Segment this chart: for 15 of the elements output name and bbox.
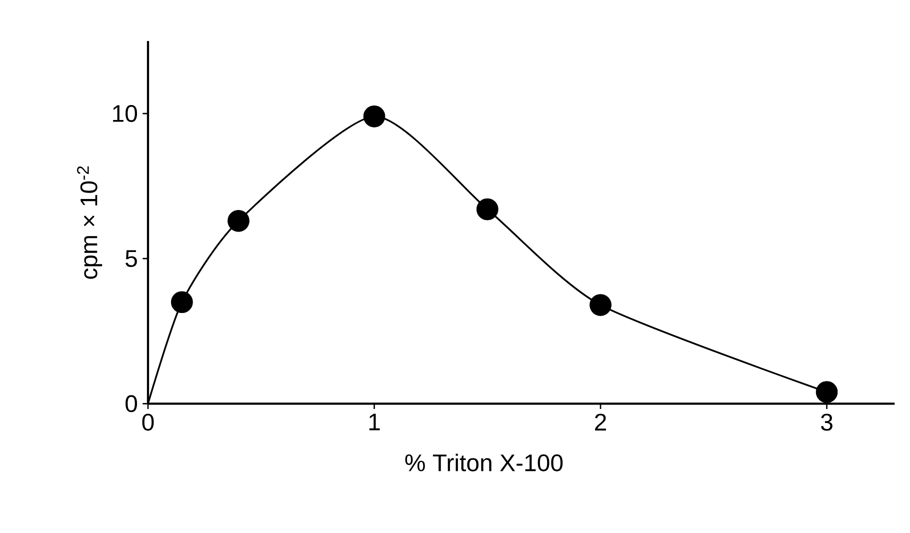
- x-tick-label: 2: [595, 414, 606, 430]
- x-tick-label: 3: [821, 414, 832, 431]
- y-tick-label: 0: [126, 395, 138, 412]
- x-tick-label: 1: [369, 414, 380, 430]
- x-axis-title: % Triton X-100: [405, 454, 563, 472]
- point: [476, 198, 498, 220]
- y-tick-label: 10: [113, 105, 138, 122]
- point: [363, 106, 386, 128]
- point: [171, 291, 193, 314]
- y-tick-label: 5: [126, 250, 137, 267]
- y-axis-title: cpm × 10$^{-2}$: [77, 166, 102, 279]
- point: [590, 294, 612, 316]
- point: [228, 210, 250, 232]
- x-tick-label: 0: [142, 414, 154, 431]
- point: [816, 381, 838, 403]
